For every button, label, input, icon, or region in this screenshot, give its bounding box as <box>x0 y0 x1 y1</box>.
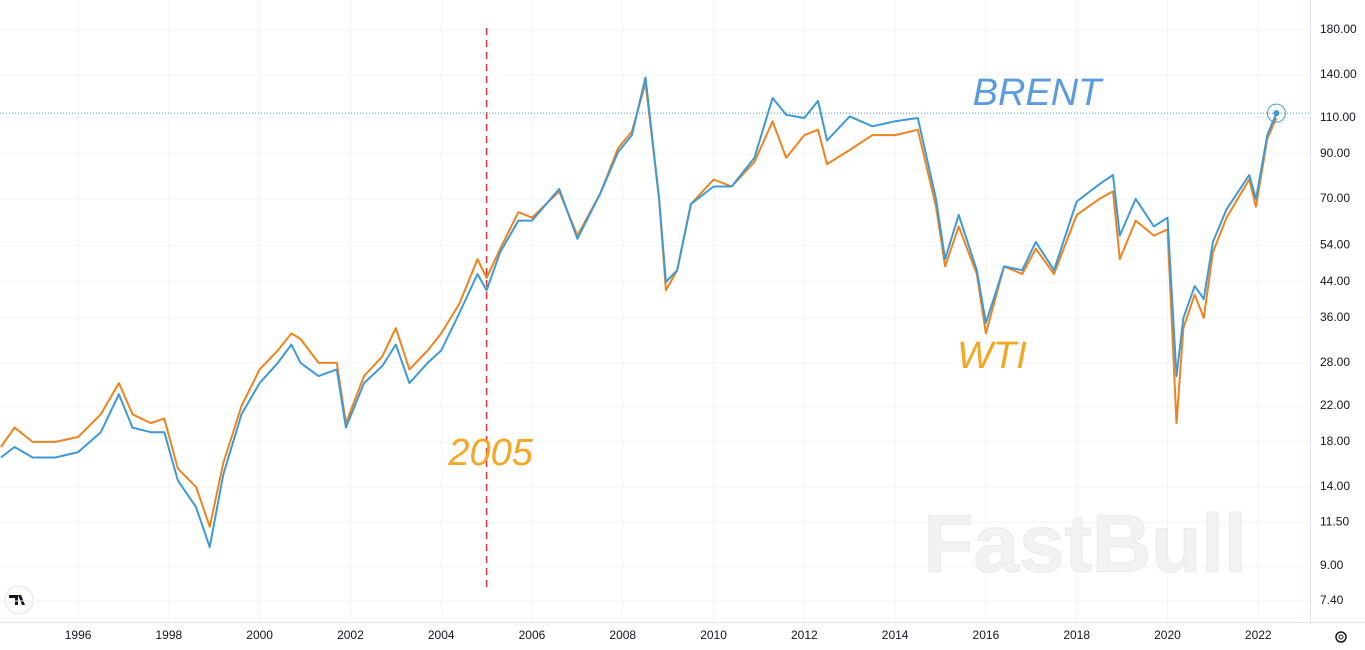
y-tick-label: 110.00 <box>1320 110 1356 124</box>
series-line <box>0 81 1278 528</box>
y-tick-label: 11.50 <box>1320 514 1349 528</box>
y-tick-label: 140.00 <box>1320 67 1357 81</box>
event-label: 2005 <box>447 432 533 474</box>
last-point <box>1273 110 1280 117</box>
x-tick-label: 2020 <box>1154 628 1181 642</box>
x-tick-label: 2002 <box>337 628 364 642</box>
x-tick-label: 2006 <box>519 628 546 642</box>
x-tick-label: 2010 <box>700 628 727 642</box>
y-tick-label: 180.00 <box>1320 22 1357 36</box>
series-label: BRENT <box>973 72 1105 114</box>
x-tick-label: 2014 <box>882 628 909 642</box>
x-tick-label: 2008 <box>609 628 636 642</box>
x-tick-label: 1998 <box>156 628 183 642</box>
series-line <box>0 76 1278 549</box>
watermark: FastBull <box>923 499 1246 590</box>
y-tick-label: 36.00 <box>1320 310 1350 324</box>
x-tick-label: 2022 <box>1245 628 1272 642</box>
y-tick-label: 22.00 <box>1320 398 1350 412</box>
y-tick-label: 14.00 <box>1320 479 1350 493</box>
x-tick-label: 2016 <box>973 628 1000 642</box>
x-tick-label: 1996 <box>65 628 92 642</box>
y-tick-label: 90.00 <box>1320 146 1350 160</box>
y-tick-label: 70.00 <box>1320 191 1350 205</box>
y-tick-label: 18.00 <box>1320 434 1350 448</box>
x-tick-label: 2012 <box>791 628 818 642</box>
series-label: WTI <box>957 335 1027 377</box>
x-tick-label: 2018 <box>1063 628 1090 642</box>
y-tick-label: 44.00 <box>1320 274 1350 288</box>
x-tick-label: 2000 <box>246 628 273 642</box>
x-tick-label: 2004 <box>428 628 455 642</box>
tv-logo <box>4 585 34 615</box>
last-point-ring <box>1266 103 1286 123</box>
y-tick-label: 28.00 <box>1320 355 1350 369</box>
y-tick-label: 54.00 <box>1320 237 1350 251</box>
y-tick-label: 9.00 <box>1320 558 1344 572</box>
y-tick-label: 7.40 <box>1320 593 1344 607</box>
settings-icon[interactable] <box>1335 631 1347 643</box>
